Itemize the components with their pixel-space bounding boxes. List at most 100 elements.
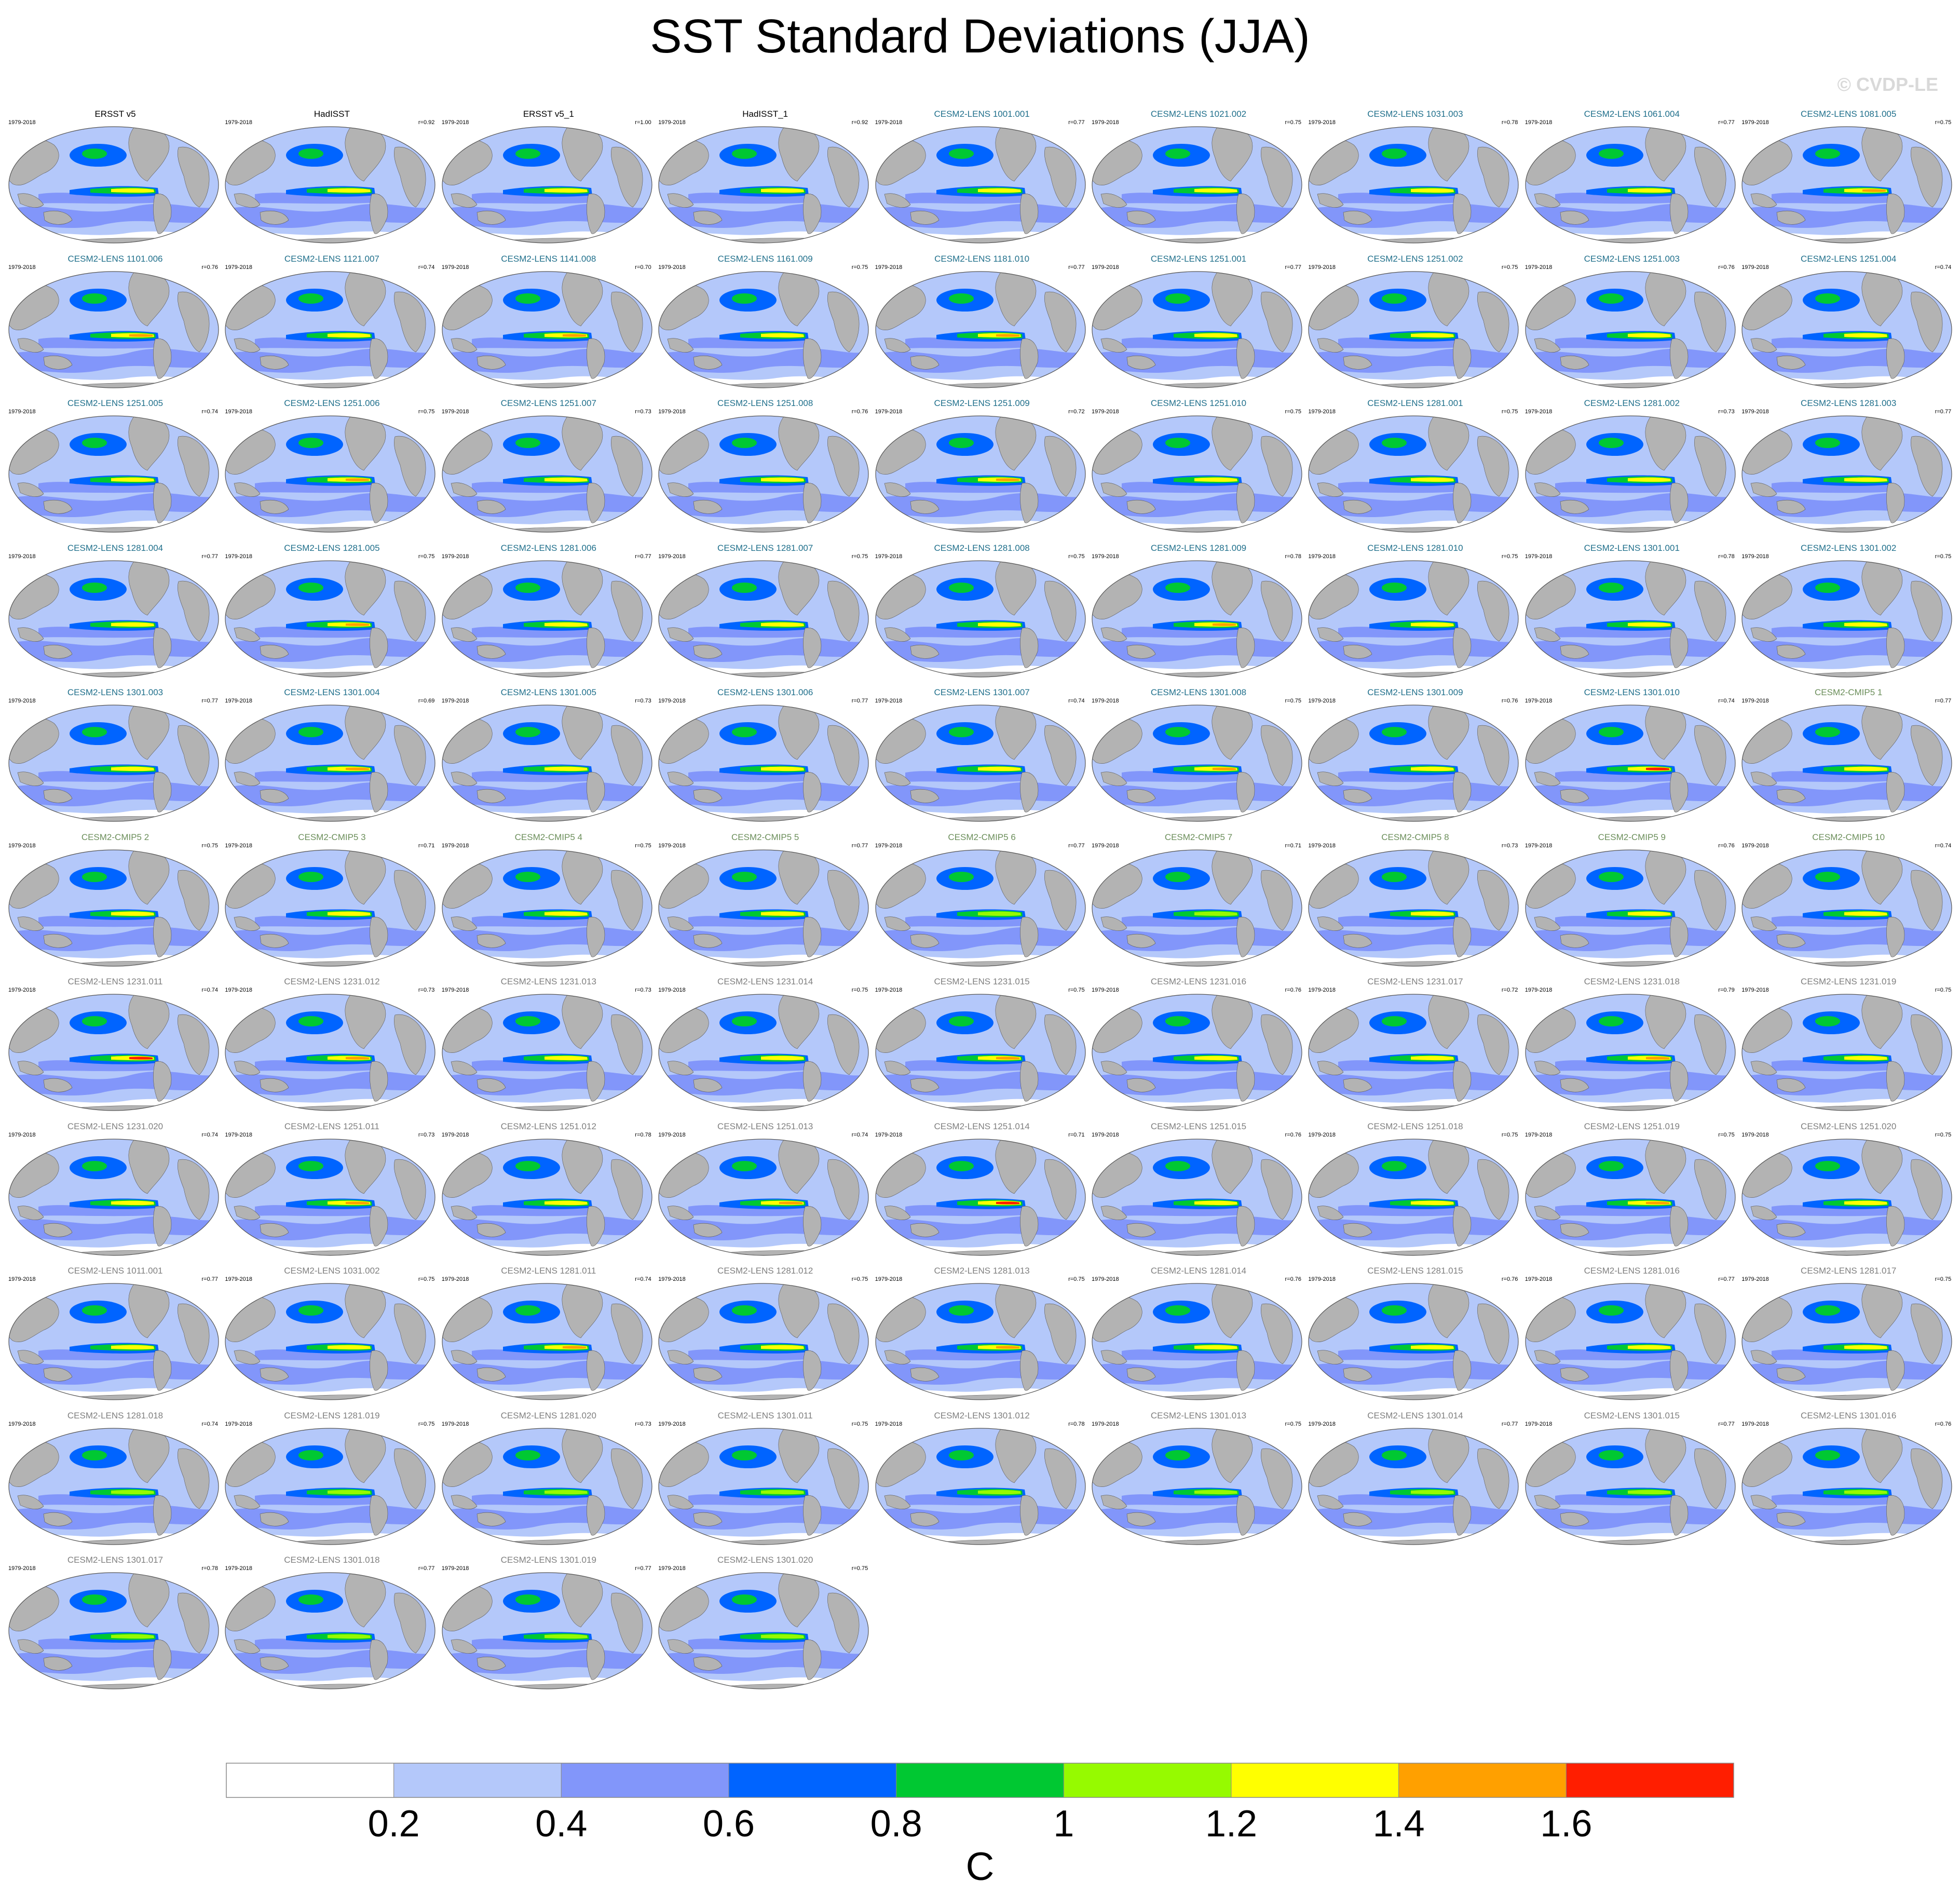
cold-tongue-inner [1627,333,1671,337]
map-body [442,1283,652,1400]
map-body [1742,416,1952,532]
land-mass [1261,1303,1293,1364]
map-svg [8,1283,219,1400]
panel-title: CESM2-LENS 1251.013 [717,1121,813,1131]
land-mass [477,355,506,370]
land-mass [1317,193,1344,208]
land-mass [667,1350,694,1364]
land-mass [884,1350,910,1364]
cold-tongue-inner [761,622,805,627]
north-pacific-core [82,148,107,159]
land-mass [442,527,652,532]
land-mass [1750,1206,1777,1220]
land-mass [1092,382,1302,388]
land-mass [562,416,603,471]
panel-period: 1979-2018 [225,987,252,993]
land-mass [778,1283,820,1338]
land-mass [995,416,1036,471]
land-mass [1776,1078,1806,1092]
panel-correlation: r=0.77 [1501,1420,1518,1427]
map-border [1741,126,1952,243]
land-mass [477,1223,506,1237]
map-panel: CESM2-LENS 1301.013 1979-2018 r=0.75 [1091,1411,1306,1551]
colorbar-tick-label: 1.6 [1540,1803,1592,1845]
map-svg [658,1283,869,1400]
land-mass [1742,527,1952,532]
land-mass [225,527,435,532]
land-mass [178,146,210,208]
land-mass [1428,849,1469,904]
map-border [658,849,869,967]
map-body [1309,705,1519,821]
land-mass [370,338,388,378]
tropical-band [905,337,1035,348]
cold-tongue-inner [111,766,154,772]
panel-period: 1979-2018 [225,553,252,560]
map-border [658,560,869,678]
land-mass [693,1368,723,1382]
land-mass [1911,1448,1943,1509]
land-mass [43,211,73,225]
colorbar-box [1231,1763,1399,1798]
north-pacific-core [1382,1160,1407,1171]
map-svg [1092,560,1302,678]
map-body [659,1139,869,1255]
land-mass [1477,146,1509,208]
land-mass [1343,934,1372,948]
north-pacific-core [1165,1160,1190,1171]
north-pacific-core [1598,1305,1624,1316]
north-pacific-core [298,1450,324,1460]
land-mass [451,1350,478,1364]
map-body [875,705,1085,821]
north-pacific-core [298,293,324,304]
map-border [1092,560,1302,678]
map-body [659,271,869,388]
land-mass [451,338,478,353]
tropical-band [905,1494,1035,1505]
land-mass [586,772,605,813]
land-mass [1861,994,1903,1049]
panel-period: 1979-2018 [1308,698,1336,704]
panel-correlation: r=0.75 [1285,119,1302,126]
tropical-band [905,482,1035,493]
land-mass [1317,1061,1344,1075]
land-mass [1669,1206,1689,1246]
cold-tongue-inner [1411,1490,1454,1494]
land-mass [1343,211,1372,225]
panel-correlation: r=0.77 [1718,1276,1735,1282]
map-panel: CESM2-LENS 1251.020 1979-2018 r=0.75 [1740,1121,1956,1262]
map-body [1092,1428,1302,1545]
land-mass [43,1512,73,1526]
map-border [8,1572,219,1689]
map-panel: CESM2-LENS 1231.012 1979-2018 r=0.73 [224,977,440,1117]
land-mass [1309,382,1519,388]
panel-correlation: r=0.75 [1501,1131,1518,1138]
cold-tongue-peak [1213,623,1236,626]
north-pacific-core [948,727,974,737]
land-mass [1645,994,1686,1049]
land-mass [1453,1206,1472,1246]
map-panel: CESM2-LENS 1031.002 1979-2018 r=0.75 [224,1266,440,1406]
cold-tongue-inner [328,333,371,337]
land-mass [1645,416,1686,471]
panel-period: 1979-2018 [1092,698,1119,704]
land-mass [610,436,643,497]
colorbar-tick-label: 1.4 [1372,1803,1425,1845]
cold-tongue-inner [1844,911,1888,916]
map-panel: CESM2-LENS 1301.011 1979-2018 r=0.75 [657,1411,873,1551]
map-panel: CESM2-LENS 1251.009 1979-2018 r=0.72 [874,398,1090,538]
land-mass [910,644,939,659]
map-body [1092,560,1302,677]
panel-period: 1979-2018 [1092,1131,1119,1138]
tropical-band [471,193,602,204]
panel-period: 1979-2018 [658,1565,686,1572]
land-mass [1861,705,1903,760]
map-border [225,1427,435,1545]
land-mass [1261,870,1293,930]
cold-tongue-inner [1627,1490,1671,1494]
cold-tongue-inner [1844,1200,1888,1205]
tropical-band [905,626,1035,638]
map-svg [658,560,869,678]
panel-title: CESM2-LENS 1301.004 [284,687,380,697]
land-mass [910,1368,939,1382]
